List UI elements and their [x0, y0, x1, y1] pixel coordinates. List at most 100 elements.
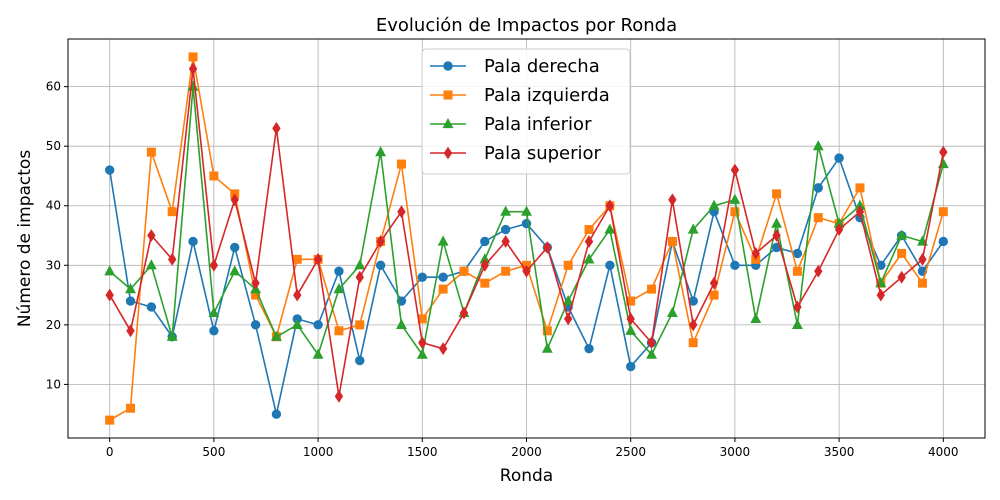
data-point — [751, 246, 760, 260]
data-point — [750, 312, 762, 323]
data-point — [230, 242, 240, 253]
legend-item: Pala derecha — [430, 56, 600, 77]
data-point — [293, 288, 302, 302]
series-pala-inferior — [104, 80, 949, 359]
data-point — [689, 318, 698, 332]
data-point — [251, 276, 260, 290]
data-point — [938, 236, 949, 247]
data-point — [126, 324, 135, 338]
data-point — [730, 163, 740, 177]
data-point — [313, 320, 323, 330]
data-point — [626, 361, 636, 372]
data-point — [584, 235, 594, 248]
legend-item: Pala superior — [430, 143, 602, 164]
ticks: 0 500 1000 1500 2000 2500 3000 3500 4000 10 20 30 40… — [46, 80, 959, 459]
data-point — [105, 415, 115, 425]
legend-label: Pala inferior — [484, 114, 592, 135]
data-point — [188, 62, 198, 76]
data-point — [334, 266, 344, 276]
data-point — [855, 183, 865, 193]
data-point — [209, 326, 219, 336]
y-tick-label: 50 — [46, 139, 61, 153]
legend-label: Pala superior — [484, 143, 602, 164]
chart-title: Evolución de Impactos por Ronda — [376, 15, 677, 36]
data-point — [939, 145, 948, 159]
data-point — [605, 199, 615, 213]
data-point — [438, 272, 448, 282]
data-point — [355, 320, 365, 330]
data-point — [647, 336, 656, 350]
data-point — [208, 306, 220, 318]
data-point — [708, 199, 720, 210]
data-point — [291, 318, 303, 329]
data-point — [646, 348, 657, 359]
data-point — [834, 223, 844, 236]
data-point — [188, 52, 198, 62]
x-tick-label: 2500 — [615, 445, 646, 459]
data-point — [791, 318, 803, 329]
data-point — [167, 207, 177, 217]
series-layer — [104, 52, 949, 425]
data-point — [229, 265, 241, 276]
data-point — [625, 324, 637, 335]
legend-marker — [443, 90, 453, 100]
legend-item: Pala inferior — [430, 114, 592, 135]
y-axis-label: Número de impactos — [15, 150, 35, 327]
data-point — [188, 236, 198, 247]
data-point — [897, 270, 906, 284]
x-tick-label: 3000 — [720, 445, 751, 459]
data-point — [104, 165, 115, 175]
data-point — [522, 264, 531, 278]
data-point — [687, 223, 699, 234]
data-point — [584, 343, 594, 354]
data-point — [375, 260, 386, 270]
data-point — [416, 348, 428, 359]
data-point — [438, 284, 448, 294]
data-point — [604, 223, 616, 234]
y-tick-label: 40 — [46, 199, 61, 213]
data-point — [145, 259, 157, 270]
data-point — [792, 248, 803, 259]
data-point — [729, 193, 741, 204]
data-point — [376, 235, 385, 248]
data-point — [209, 171, 219, 181]
data-point — [125, 283, 136, 294]
data-point — [814, 264, 823, 278]
data-point — [730, 260, 740, 270]
legend-marker — [443, 146, 453, 160]
data-point — [375, 146, 387, 157]
data-point — [500, 205, 512, 216]
data-point — [333, 283, 345, 294]
data-point — [480, 278, 490, 288]
data-point — [105, 288, 114, 302]
data-point — [792, 266, 802, 276]
data-point — [813, 213, 823, 223]
data-point — [271, 409, 282, 419]
data-point — [543, 241, 552, 254]
data-point — [501, 266, 511, 276]
data-point — [541, 342, 553, 353]
data-point — [647, 284, 657, 294]
x-axis-label: Ronda — [500, 466, 553, 486]
legend-label: Pala derecha — [484, 56, 600, 77]
x-tick-label: 2000 — [511, 445, 542, 459]
y-tick-label: 20 — [46, 318, 61, 332]
data-point — [917, 278, 927, 288]
x-tick-label: 3500 — [824, 445, 855, 459]
data-point — [793, 300, 802, 314]
data-point — [312, 348, 324, 359]
y-tick-label: 60 — [46, 80, 61, 94]
data-point — [125, 296, 136, 306]
data-point — [917, 235, 928, 246]
data-point — [166, 330, 178, 341]
legend-item: Pala izquierda — [430, 85, 610, 106]
data-point — [459, 306, 469, 320]
data-point — [459, 266, 469, 276]
legend: Pala derecha Pala izquierda Pala inferior P… — [421, 48, 631, 175]
data-point — [334, 326, 344, 336]
data-point — [562, 294, 574, 306]
legend-marker — [443, 61, 453, 71]
data-point — [396, 159, 406, 169]
data-point — [438, 342, 448, 356]
